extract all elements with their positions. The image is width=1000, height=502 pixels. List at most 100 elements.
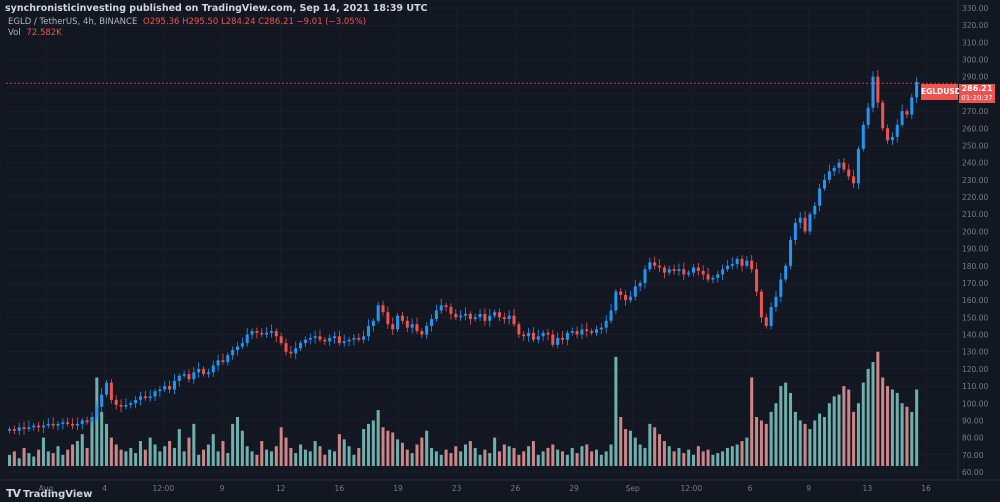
candle-body[interactable]	[779, 279, 783, 297]
candle-body[interactable]	[827, 171, 831, 180]
candle-body[interactable]	[580, 329, 584, 335]
candle-body[interactable]	[890, 136, 894, 141]
candle-body[interactable]	[735, 258, 739, 265]
candle-body[interactable]	[56, 423, 60, 426]
candle-body[interactable]	[716, 274, 720, 278]
candle-body[interactable]	[575, 331, 579, 335]
candle-body[interactable]	[910, 97, 914, 115]
candle-body[interactable]	[915, 81, 919, 98]
candle-body[interactable]	[551, 334, 555, 345]
candle-body[interactable]	[643, 269, 647, 283]
candle-body[interactable]	[105, 382, 109, 395]
candle-body[interactable]	[624, 294, 628, 301]
candle-body[interactable]	[832, 167, 836, 172]
candle-body[interactable]	[163, 386, 167, 390]
candle-body[interactable]	[444, 305, 448, 308]
candle-body[interactable]	[740, 258, 744, 266]
candle-body[interactable]	[837, 162, 841, 168]
candle-body[interactable]	[546, 332, 550, 335]
candle-body[interactable]	[464, 313, 468, 316]
candle-body[interactable]	[206, 372, 210, 375]
candle-body[interactable]	[793, 222, 797, 240]
candle-body[interactable]	[177, 375, 181, 381]
candle-body[interactable]	[236, 346, 240, 350]
price-axis[interactable]: 60.00 70.00 80.00 90.00 100.00 110.00 120.00 13…	[957, 0, 988, 480]
candle-body[interactable]	[527, 332, 531, 337]
candle-body[interactable]	[245, 334, 249, 344]
candle-body[interactable]	[434, 310, 438, 320]
candle-body[interactable]	[662, 267, 666, 273]
candle-body[interactable]	[604, 320, 608, 328]
candle-body[interactable]	[633, 286, 637, 297]
candle-body[interactable]	[653, 262, 657, 266]
candle-body[interactable]	[852, 176, 856, 184]
candle-body[interactable]	[842, 162, 846, 170]
candle-body[interactable]	[41, 425, 45, 428]
candle-body[interactable]	[497, 312, 501, 318]
candle-body[interactable]	[687, 272, 691, 275]
candle-body[interactable]	[197, 368, 201, 373]
candle-body[interactable]	[590, 331, 594, 333]
candle-body[interactable]	[357, 337, 361, 340]
candle-body[interactable]	[866, 107, 870, 125]
candle-body[interactable]	[594, 329, 598, 333]
candle-body[interactable]	[420, 331, 424, 335]
candle-body[interactable]	[478, 313, 482, 318]
candle-body[interactable]	[187, 374, 191, 380]
candle-body[interactable]	[696, 267, 700, 271]
candle-body[interactable]	[667, 269, 671, 273]
candle-body[interactable]	[609, 310, 613, 321]
symbol-legend[interactable]: EGLD / TetherUS, 4h, BINANCE O295.36 H29…	[8, 17, 366, 27]
symbol-label[interactable]: EGLD / TetherUS, 4h, BINANCE	[8, 17, 138, 27]
candle-body[interactable]	[119, 404, 123, 407]
candle-body[interactable]	[784, 265, 788, 280]
candle-body[interactable]	[211, 365, 215, 373]
candle-body[interactable]	[507, 315, 511, 320]
candle-body[interactable]	[27, 427, 31, 430]
candle-body[interactable]	[570, 331, 574, 333]
candle-body[interactable]	[565, 332, 569, 340]
candle-body[interactable]	[216, 360, 220, 366]
candle-body[interactable]	[400, 315, 404, 321]
candle-body[interactable]	[721, 269, 725, 275]
candle-body[interactable]	[706, 274, 710, 280]
candle-body[interactable]	[32, 425, 36, 428]
candle-body[interactable]	[483, 313, 487, 321]
candle-body[interactable]	[148, 396, 152, 399]
candle-body[interactable]	[488, 315, 492, 321]
candles[interactable]	[8, 70, 919, 436]
candle-body[interactable]	[202, 368, 206, 375]
candle-body[interactable]	[17, 427, 21, 431]
candle-body[interactable]	[410, 324, 414, 328]
candle-body[interactable]	[313, 336, 317, 338]
candle-body[interactable]	[818, 188, 822, 206]
candle-body[interactable]	[124, 404, 128, 407]
candle-body[interactable]	[502, 317, 506, 320]
candle-body[interactable]	[391, 324, 395, 330]
candle-body[interactable]	[459, 315, 463, 318]
candle-body[interactable]	[114, 399, 118, 405]
candle-body[interactable]	[638, 282, 642, 287]
candle-body[interactable]	[381, 305, 385, 313]
candle-body[interactable]	[323, 339, 327, 342]
candle-body[interactable]	[764, 317, 768, 326]
volume-legend[interactable]: Vol 72.582K	[8, 28, 62, 38]
candle-body[interactable]	[468, 313, 472, 320]
candle-body[interactable]	[51, 423, 55, 426]
candle-body[interactable]	[100, 394, 104, 407]
candle-body[interactable]	[342, 341, 346, 344]
candle-body[interactable]	[415, 324, 419, 332]
candle-body[interactable]	[876, 76, 880, 103]
candle-body[interactable]	[226, 355, 230, 363]
candle-body[interactable]	[376, 305, 380, 321]
candle-body[interactable]	[886, 128, 890, 141]
candle-body[interactable]	[85, 420, 89, 423]
candle-body[interactable]	[255, 331, 259, 333]
candle-body[interactable]	[250, 331, 254, 335]
candle-body[interactable]	[366, 325, 370, 337]
candle-body[interactable]	[425, 325, 429, 335]
candle-body[interactable]	[371, 320, 375, 326]
candle-body[interactable]	[284, 343, 288, 352]
candle-body[interactable]	[172, 380, 176, 390]
candle-body[interactable]	[138, 396, 142, 400]
